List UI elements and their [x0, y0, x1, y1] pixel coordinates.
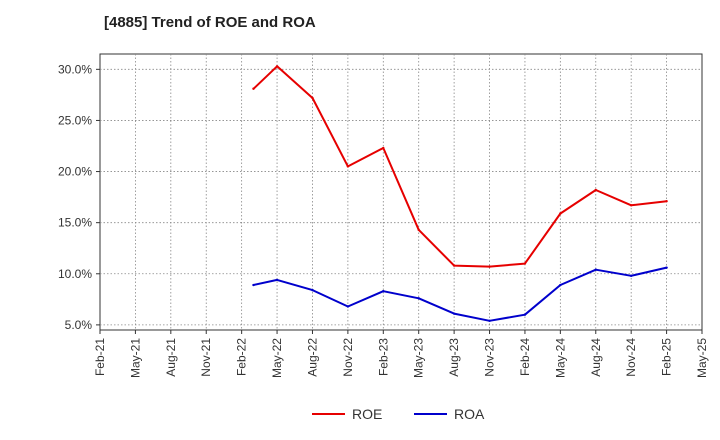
- y-tick-label: 25.0%: [58, 113, 92, 127]
- x-tick-label: Nov-21: [199, 338, 213, 377]
- y-tick-label: 20.0%: [58, 165, 92, 179]
- series-roe-point: [559, 212, 562, 215]
- series-lines: [252, 65, 668, 322]
- plot-area: [99, 53, 703, 331]
- series-roa-point: [382, 289, 385, 293]
- series-roe-point: [417, 228, 420, 232]
- series-roe-point: [252, 87, 255, 90]
- y-tick-label: 15.0%: [58, 216, 92, 230]
- series-roa-point: [452, 312, 456, 315]
- x-tick-label: Feb-21: [93, 338, 107, 376]
- series-roe-point: [629, 204, 633, 207]
- series-roe-point: [311, 96, 314, 100]
- x-tick-label: Aug-24: [589, 338, 603, 377]
- y-tick-label: 5.0%: [65, 318, 93, 332]
- legend: ROE ROA: [312, 406, 485, 422]
- y-axis: 5.0% 10.0% 15.0% 20.0% 25.0% 30.0%: [58, 62, 100, 332]
- y-tick-label: 10.0%: [58, 267, 92, 281]
- series-roe-point: [346, 165, 350, 168]
- series-roa-point: [346, 305, 350, 308]
- series-roa-point: [523, 313, 527, 316]
- x-tick-label: May-22: [270, 338, 284, 378]
- x-tick-label: Feb-25: [660, 338, 674, 376]
- series-roa-point: [275, 278, 279, 282]
- x-tick-label: May-25: [695, 338, 709, 378]
- x-tick-label: Aug-21: [164, 338, 178, 377]
- series-roe-point: [452, 264, 456, 267]
- series-roa-point: [417, 297, 420, 300]
- x-tick-label: May-23: [412, 338, 426, 378]
- x-tick-label: Aug-23: [447, 338, 461, 377]
- series-roe-point: [488, 265, 491, 268]
- x-tick-label: Nov-22: [341, 338, 355, 377]
- x-tick-label: Nov-23: [483, 338, 497, 377]
- series-roe-point: [523, 262, 527, 265]
- series-roe-point: [594, 188, 597, 192]
- y-tick-label: 30.0%: [58, 62, 92, 76]
- series-roe-point: [665, 200, 668, 203]
- series-roa-point: [252, 283, 255, 287]
- x-tick-label: Aug-22: [305, 338, 319, 377]
- series-roa-point: [665, 266, 668, 269]
- series-roe-point: [275, 65, 279, 68]
- series-roa-point: [594, 268, 597, 271]
- x-tick-label: Feb-22: [235, 338, 249, 376]
- x-axis: Feb-21 May-21 Aug-21 Nov-21 Feb-22 May-22 Aug-…: [93, 330, 709, 378]
- chart-title: [4885] Trend of ROE and ROA: [104, 14, 316, 31]
- x-tick-label: May-24: [553, 338, 567, 378]
- series-roa-point: [559, 283, 562, 287]
- series-roa-point: [488, 319, 491, 322]
- x-tick-label: Nov-24: [624, 338, 638, 377]
- x-tick-label: Feb-24: [518, 338, 532, 376]
- legend-label-roe: ROE: [352, 406, 382, 422]
- x-tick-label: May-21: [128, 338, 142, 378]
- x-tick-label: Feb-23: [376, 338, 390, 376]
- series-roe-point: [382, 146, 385, 150]
- legend-label-roa: ROA: [454, 406, 485, 422]
- series-roa-point: [629, 274, 633, 278]
- series-roa-point: [311, 288, 314, 292]
